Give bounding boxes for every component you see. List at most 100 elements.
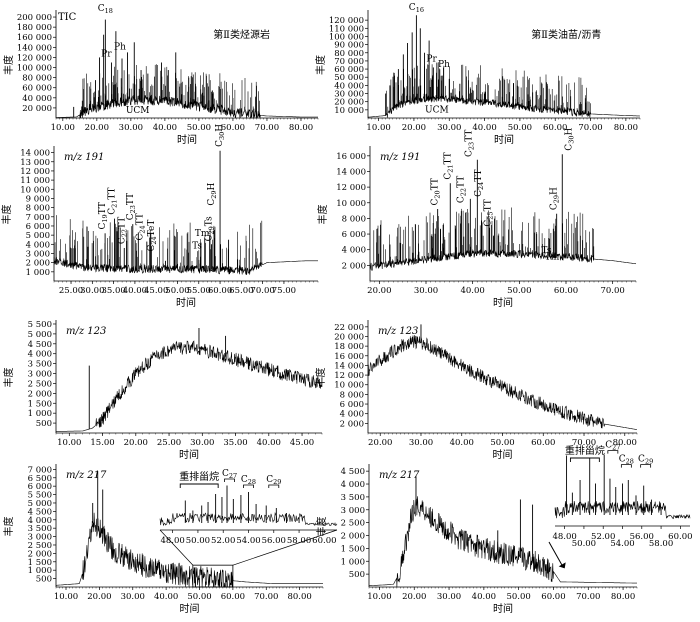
y-tick-label: 11 000 <box>20 176 50 186</box>
peak-label-base: Tm <box>545 252 560 262</box>
inset-peak-label-base: C <box>222 469 229 479</box>
y-tick-label: 10 000 <box>336 199 366 209</box>
peak-label-base: UCM <box>425 106 449 116</box>
y-tick-label: 500 <box>36 419 52 429</box>
peak-label-sub: 19 <box>101 214 109 222</box>
peak-label-suffix: TT <box>456 176 466 188</box>
chart-title: m/z 123 <box>66 326 106 337</box>
y-tick-label: 2 500 <box>28 379 52 389</box>
y-tick-label: 500 <box>349 570 365 580</box>
x-tick-label: 30.00 <box>80 286 104 296</box>
x-tick-label: 10.00 <box>366 123 390 133</box>
x-tick-label: 50.00 <box>508 123 532 133</box>
trace-line <box>53 215 318 275</box>
peak-label: C25TT <box>483 199 494 226</box>
rearranged-sterane-bracket <box>569 457 600 462</box>
y-tick-label: 6 500 <box>28 474 52 484</box>
inset-tick-label: 54.00 <box>236 536 260 546</box>
y-tick-label: 4 000 <box>342 246 366 256</box>
y-tick-label: 6 000 <box>342 230 366 240</box>
peak-label: C21TT <box>107 187 118 214</box>
chart-mz217-left: 10.00 20.00 30.00 40.00 50.00 60.00 70.00 80.00… <box>2 464 338 615</box>
y-tick-label: 6 000 <box>28 482 52 492</box>
x-tick-label: 10.00 <box>367 592 391 602</box>
x-tick-label: 40.00 <box>450 438 474 448</box>
x-tick-label: 30.00 <box>121 592 145 602</box>
x-tick-label: 70.00 <box>572 438 596 448</box>
chart-title: m/z 217 <box>379 470 420 481</box>
peak-label-base: C <box>431 198 441 205</box>
y-tick-label: 2 500 <box>28 541 52 551</box>
peak-label-base: Ts <box>192 242 202 252</box>
peak-label: Pr <box>101 49 112 59</box>
peak-label: C23TT <box>126 193 137 220</box>
peak-label: C30H <box>215 124 226 147</box>
y-tick-label: 40 000 <box>334 81 364 91</box>
peak-label-base: C <box>205 234 215 241</box>
y-axis-label: 丰度 <box>316 205 329 225</box>
inset-peak-bracket <box>620 464 632 468</box>
y-tick-label: 5 500 <box>28 320 52 330</box>
x-tick-label: 25.00 <box>59 286 83 296</box>
y-tick-label: 110 000 <box>329 24 364 34</box>
peak-label-suffix: H <box>215 124 225 132</box>
x-axis-label: 时间 <box>493 296 513 309</box>
y-tick-label: 3 000 <box>341 506 365 516</box>
peak-label-base: C <box>147 244 157 251</box>
inset-tick-label: 58.00 <box>287 536 311 546</box>
y-tick-label: 4 000 <box>28 350 52 360</box>
y-tick-label: 12 000 <box>334 371 364 381</box>
inset-peak-bracket <box>224 478 235 482</box>
x-tick-label: 10.00 <box>57 438 81 448</box>
peak-label-base: C <box>126 213 136 220</box>
x-tick-label: 80.00 <box>289 123 313 133</box>
inset-peak-label: C27 <box>222 469 237 480</box>
x-tick-label: 70.00 <box>576 592 600 602</box>
x-tick-label: 55.00 <box>187 286 211 296</box>
y-tick-label: 20 000 <box>22 104 52 114</box>
x-tick-label: 80.00 <box>614 123 638 133</box>
peak-label: C24TT <box>136 213 147 240</box>
y-tick-label: 60 000 <box>22 84 52 94</box>
y-tick-label: 120 000 <box>329 16 364 26</box>
chart-title: m/z 191 <box>64 152 104 163</box>
y-tick-label: 3 500 <box>28 360 52 370</box>
peak-label: C22TT <box>456 176 467 203</box>
peak-label: C22TT <box>117 217 128 244</box>
x-axis-label: 时间 <box>176 296 196 309</box>
y-tick-label: 1 500 <box>28 399 52 409</box>
y-axis-label: 丰度 <box>2 55 15 75</box>
peak-label-base: Pr <box>101 49 112 59</box>
y-tick-label: 70 000 <box>334 57 364 67</box>
y-axis-label: 丰度 <box>314 368 327 388</box>
y-tick-label: 2 000 <box>341 532 365 542</box>
peak-label-base: Ph <box>114 42 126 52</box>
peak-label-base: C <box>207 199 217 206</box>
rearranged-sterane-label: 重排甾烷 <box>179 470 219 483</box>
x-tick-label: 40.00 <box>472 592 496 602</box>
x-tick-label: 35.00 <box>101 286 125 296</box>
peak-label-base: C <box>565 144 575 151</box>
y-tick-label: 14 000 <box>20 149 50 159</box>
inset-tick-label: 58.00 <box>649 539 673 549</box>
peak-label-sub: 30 <box>568 136 576 144</box>
y-tick-label: 1 500 <box>341 544 365 554</box>
y-tick-label: 30 000 <box>334 90 364 100</box>
trace-line <box>56 64 318 120</box>
trace-line <box>367 335 637 430</box>
chart-tic-left: 10.00 20.00 30.00 40.00 50.00 60.00 70.00 80.00… <box>2 4 319 146</box>
peak-label-sub: 24 <box>150 236 158 244</box>
x-tick-label: 70.00 <box>600 286 624 296</box>
inset-peak-label-base: C <box>619 455 626 465</box>
peak-label-base: C <box>107 208 117 215</box>
x-tick-label: 30.00 <box>437 123 461 133</box>
zoom-connector <box>232 529 338 566</box>
x-axis-label: 时间 <box>493 602 513 615</box>
inset-peak-label: C29 <box>266 475 281 486</box>
inset-tick-label: 56.00 <box>262 536 286 546</box>
peak-label: C24TeT <box>147 220 158 252</box>
inset-peak-label: C29 <box>638 455 653 466</box>
chart-title: m/z 217 <box>66 470 107 481</box>
x-tick-label: 80.00 <box>287 592 311 602</box>
